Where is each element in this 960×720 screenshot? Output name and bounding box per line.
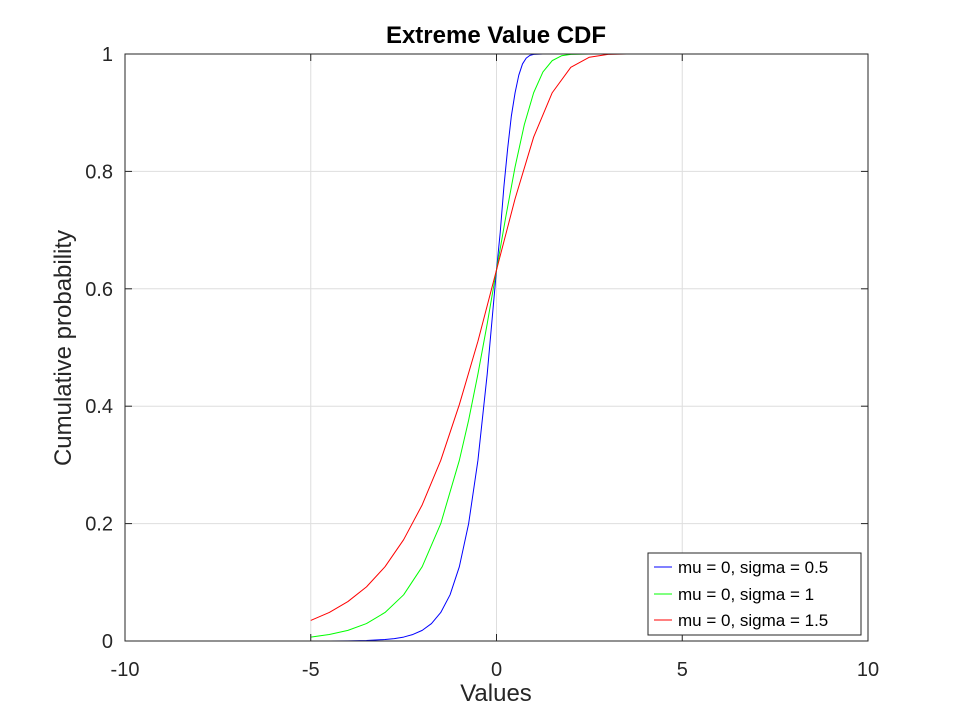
x-axis-label: Values (460, 680, 532, 707)
legend-label-0: mu = 0, sigma = 0.5 (678, 558, 828, 577)
ticks (124, 53, 869, 642)
y-tick-labels: 0 0.2 0.4 0.6 0.8 1 (85, 44, 113, 653)
y-axis-label: Cumulative probability (50, 230, 77, 466)
y-tick-label: 1 (102, 44, 113, 66)
x-tick-labels: -10 -5 0 5 10 (111, 659, 880, 681)
x-tick-label: 5 (677, 659, 688, 681)
legend: mu = 0, sigma = 0.5 mu = 0, sigma = 1 mu… (647, 552, 862, 636)
y-tick-label: 0 (102, 631, 113, 653)
x-tick-label: -10 (111, 659, 140, 681)
y-tick-label: 0.2 (85, 514, 113, 536)
x-tick-label: 10 (857, 659, 879, 681)
x-tick-label: 0 (491, 659, 502, 681)
legend-box (647, 552, 862, 636)
y-tick-label: 0.6 (85, 279, 113, 301)
x-tick-label: -5 (302, 659, 320, 681)
legend-label-2: mu = 0, sigma = 1.5 (678, 611, 828, 630)
legend-label-1: mu = 0, sigma = 1 (678, 585, 814, 604)
y-tick-label: 0.8 (85, 161, 113, 183)
series-line-2 (310, 53, 868, 621)
y-tick-label: 0.4 (85, 396, 113, 418)
chart-title: Extreme Value CDF (386, 22, 606, 49)
